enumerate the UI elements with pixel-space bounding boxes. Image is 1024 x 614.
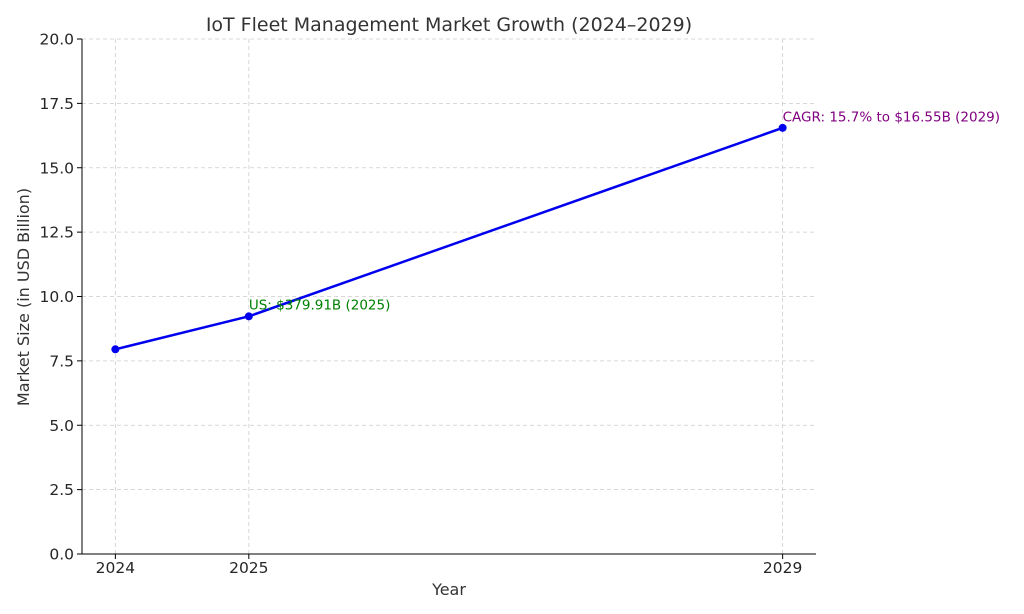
y-tick-label: 5.0 [49, 417, 74, 435]
annotations: US: $379.91B (2025) CAGR: 15.7% to $16.55… [249, 109, 1000, 313]
annotation-label: US: $379.91B (2025) [249, 297, 391, 313]
axes: 2024 2025 2029 0.0 2.5 5.0 7.5 10.0 12.5 15.0 17.5… [39, 31, 816, 577]
y-tick-label: 20.0 [39, 31, 74, 49]
y-tick-label: 10.0 [39, 288, 74, 306]
x-axis-label: Year [431, 580, 466, 599]
y-tick-label: 15.0 [39, 159, 74, 177]
x-tick-label: 2025 [229, 559, 268, 577]
series [111, 123, 787, 354]
series-line [115, 126, 784, 351]
grid [82, 38, 816, 555]
y-tick-label: 7.5 [49, 352, 74, 370]
data-point [111, 345, 120, 354]
data-point [778, 123, 787, 132]
y-tick-label: 17.5 [39, 95, 74, 113]
y-tick-label: 0.0 [49, 546, 74, 564]
annotation-label: CAGR: 15.7% to $16.55B (2029) [783, 109, 1000, 125]
y-tick-label: 12.5 [39, 224, 74, 242]
x-tick-label: 2029 [763, 559, 802, 577]
data-point [244, 312, 253, 321]
y-tick-label: 2.5 [49, 481, 74, 499]
x-tick-label: 2024 [96, 559, 135, 577]
y-axis-label: Market Size (in USD Billion) [14, 188, 33, 406]
chart-title: IoT Fleet Management Market Growth (2024… [206, 14, 692, 36]
